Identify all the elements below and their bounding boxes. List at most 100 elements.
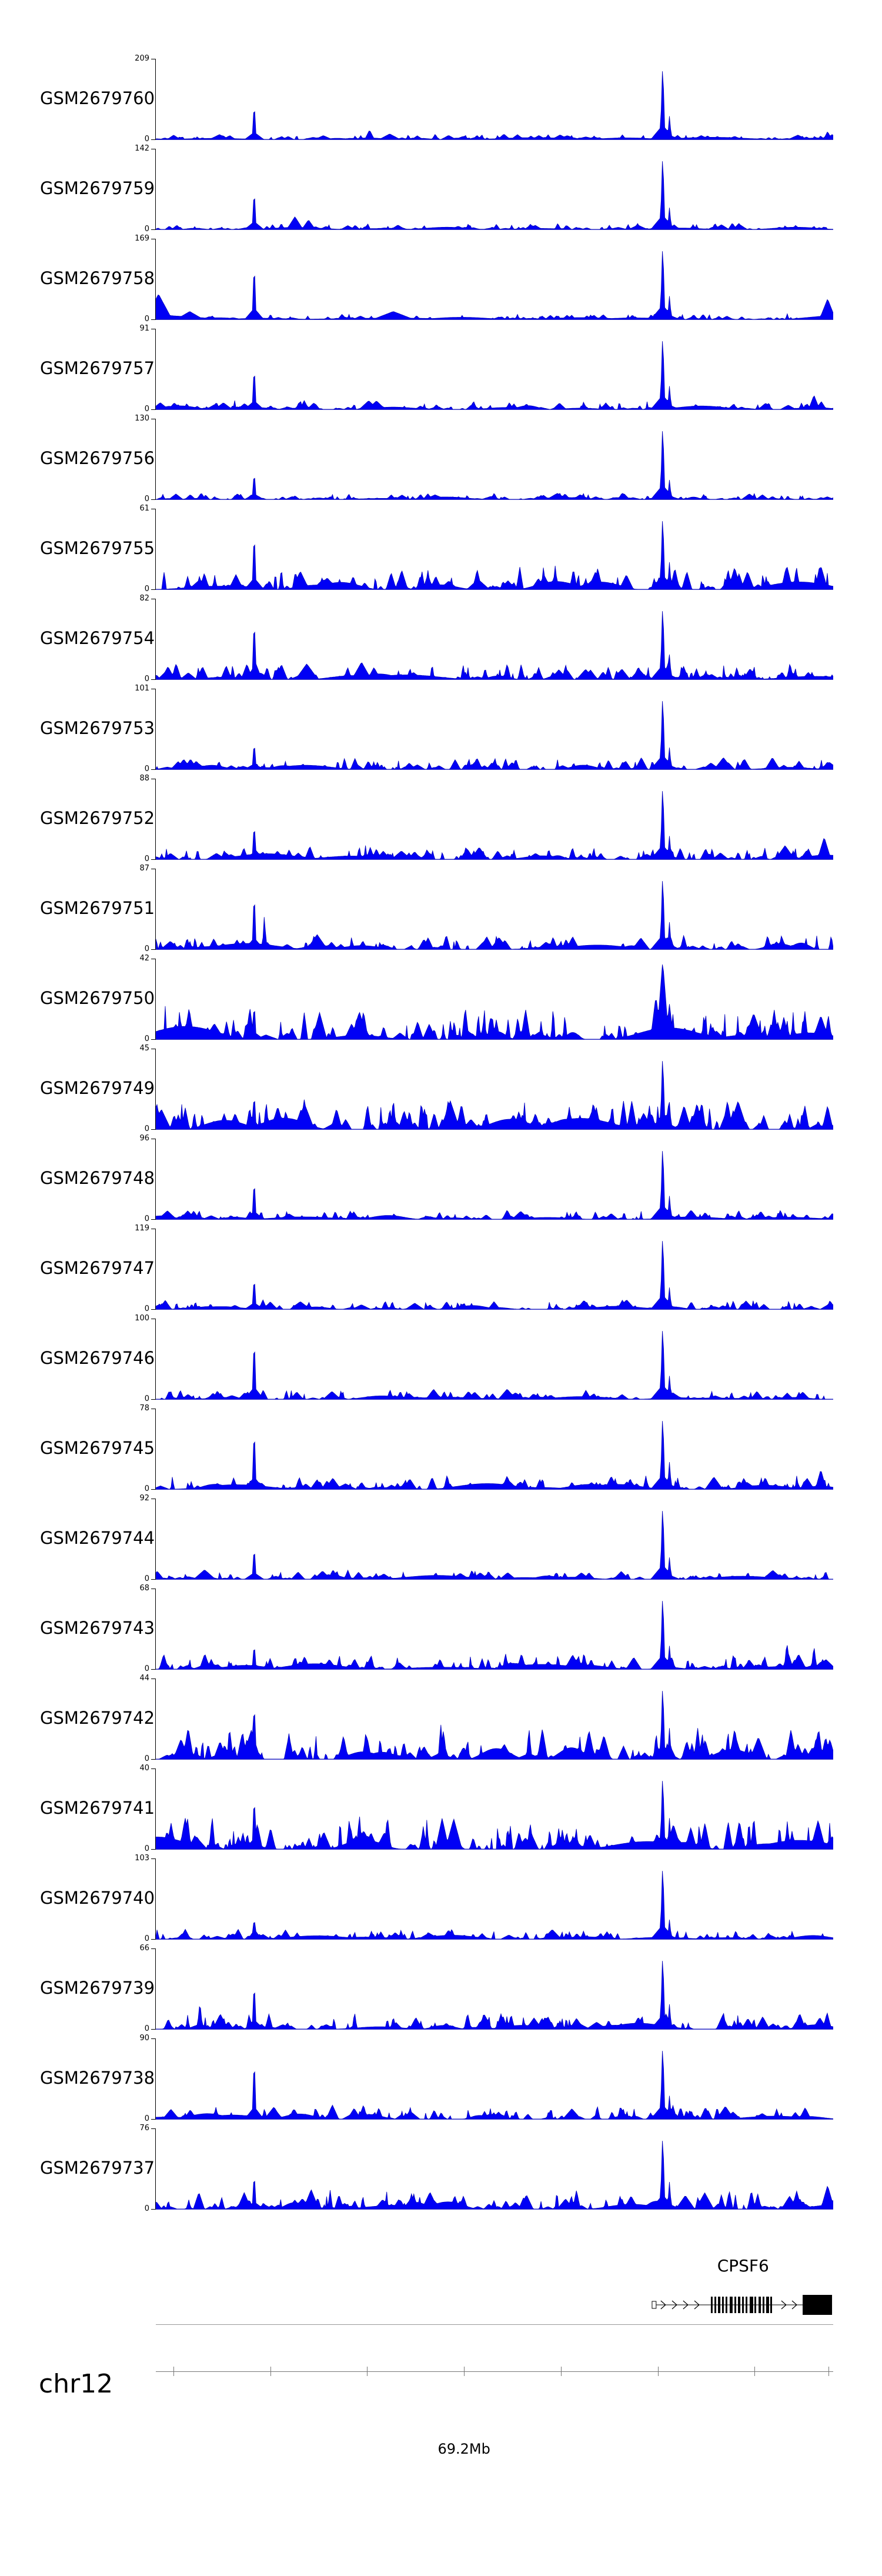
track-yaxis-tick-bottom (151, 1579, 155, 1580)
track-yaxis-line (155, 1139, 156, 1220)
track-ymin-label: 0 (144, 1304, 149, 1313)
coverage-track-row: GSM2679750 42 0 (0, 955, 882, 1049)
coverage-track-row: GSM2679760 209 0 (0, 55, 882, 149)
track-ymin-label: 0 (144, 945, 149, 953)
track-yaxis-tick-bottom (151, 949, 155, 950)
track-sample-label: GSM2679759 (40, 178, 155, 198)
track-ymax-label: 42 (139, 954, 149, 963)
track-sample-label: GSM2679746 (40, 1348, 155, 1368)
track-yaxis-tick-bottom (151, 319, 155, 320)
track-ymax-label: 45 (139, 1044, 149, 1053)
track-sample-label: GSM2679758 (40, 268, 155, 288)
coverage-area-chart (156, 2051, 833, 2120)
coverage-area-chart (156, 1241, 833, 1310)
coverage-track-row: GSM2679740 103 0 (0, 1854, 882, 1948)
track-yaxis-tick-bottom (151, 1129, 155, 1130)
coverage-area-chart (156, 1151, 833, 1220)
genome-axis-tick (367, 2367, 368, 2376)
track-yaxis-tick-bottom (151, 1759, 155, 1760)
track-yaxis-line (155, 59, 156, 140)
coverage-track-row: GSM2679755 61 0 (0, 505, 882, 599)
track-sample-label: GSM2679757 (40, 358, 155, 378)
coverage-track-row: GSM2679756 130 0 (0, 415, 882, 509)
coverage-track-row: GSM2679739 66 0 (0, 1944, 882, 2038)
track-yaxis-tick-bottom (151, 1489, 155, 1490)
track-yaxis-line (155, 329, 156, 410)
coverage-area-chart (156, 2141, 833, 2210)
coverage-area-chart (156, 341, 833, 410)
genome-axis-tick (464, 2367, 465, 2376)
track-ymax-label: 44 (139, 1674, 149, 1683)
track-sample-label: GSM2679755 (40, 538, 155, 558)
coverage-area-chart (156, 1691, 833, 1760)
coverage-track-row: GSM2679752 88 0 (0, 775, 882, 869)
coverage-track-row: GSM2679759 142 0 (0, 145, 882, 239)
track-ymin-label: 0 (144, 135, 149, 144)
track-ymax-label: 82 (139, 594, 149, 603)
track-ymin-label: 0 (144, 225, 149, 233)
track-ymax-label: 76 (139, 2124, 149, 2133)
coverage-area-chart (156, 431, 833, 500)
track-sample-label: GSM2679740 (40, 1888, 155, 1908)
track-ymin-label: 0 (144, 2024, 149, 2033)
gene-model (652, 2295, 833, 2315)
coverage-area-chart (156, 791, 833, 860)
chromosome-label: chr12 (39, 2369, 113, 2399)
track-sample-label: GSM2679749 (40, 1078, 155, 1098)
coverage-track-row: GSM2679745 78 0 (0, 1404, 882, 1499)
coverage-area-chart (156, 1961, 833, 2030)
track-sample-label: GSM2679744 (40, 1528, 155, 1548)
coverage-area-chart (156, 1871, 833, 1940)
track-yaxis-line (155, 1769, 156, 1850)
track-yaxis-line (155, 869, 156, 950)
track-ymin-label: 0 (144, 1934, 149, 1943)
track-ymax-label: 66 (139, 1944, 149, 1953)
track-yaxis-line (155, 509, 156, 590)
track-ymin-label: 0 (144, 1574, 149, 1583)
track-sample-label: GSM2679756 (40, 448, 155, 468)
track-ymax-label: 91 (139, 324, 149, 333)
track-ymax-label: 101 (135, 684, 149, 693)
track-yaxis-line (155, 1049, 156, 1130)
track-ymax-label: 92 (139, 1494, 149, 1503)
coverage-area-chart (156, 521, 833, 590)
track-yaxis-line (155, 1319, 156, 1400)
track-yaxis-line (155, 1229, 156, 1310)
track-ymin-label: 0 (144, 1754, 149, 1763)
track-ymax-label: 90 (139, 2034, 149, 2043)
track-sample-label: GSM2679760 (40, 88, 155, 108)
track-sample-label: GSM2679753 (40, 718, 155, 738)
track-yaxis-tick-bottom (151, 1939, 155, 1940)
gene-name-label: CPSF6 (717, 2256, 769, 2275)
track-ymin-label: 0 (144, 1125, 149, 1133)
track-yaxis-tick-bottom (151, 1669, 155, 1670)
track-yaxis-tick-top (151, 1948, 155, 1949)
coverage-track-row: GSM2679749 45 0 (0, 1045, 882, 1139)
track-sample-label: GSM2679745 (40, 1438, 155, 1458)
genome-axis-tick (173, 2367, 174, 2376)
track-sample-label: GSM2679737 (40, 2158, 155, 2178)
coverage-area-chart (156, 1421, 833, 1490)
coverage-track-row: GSM2679744 92 0 (0, 1494, 882, 1589)
track-ymin-label: 0 (144, 1664, 149, 1673)
track-ymin-label: 0 (144, 1844, 149, 1853)
genome-axis-tick (754, 2367, 756, 2376)
track-sample-label: GSM2679743 (40, 1618, 155, 1638)
track-yaxis-tick-top (151, 1858, 155, 1859)
track-ymin-label: 0 (144, 2114, 149, 2123)
coverage-track-row: GSM2679742 44 0 (0, 1674, 882, 1769)
track-ymax-label: 68 (139, 1584, 149, 1593)
track-ymax-label: 169 (135, 234, 149, 243)
track-yaxis-line (155, 1499, 156, 1580)
track-yaxis-tick-bottom (151, 589, 155, 590)
track-ymax-label: 87 (139, 864, 149, 873)
coverage-track-row: GSM2679737 76 0 (0, 2124, 882, 2218)
track-ymax-label: 142 (135, 144, 149, 153)
genome-axis-tick (828, 2367, 829, 2376)
track-yaxis-tick-bottom (151, 139, 155, 140)
track-yaxis-line (155, 1409, 156, 1490)
track-sample-label: GSM2679747 (40, 1258, 155, 1278)
coverage-area-chart (156, 161, 833, 230)
track-ymax-label: 61 (139, 504, 149, 513)
